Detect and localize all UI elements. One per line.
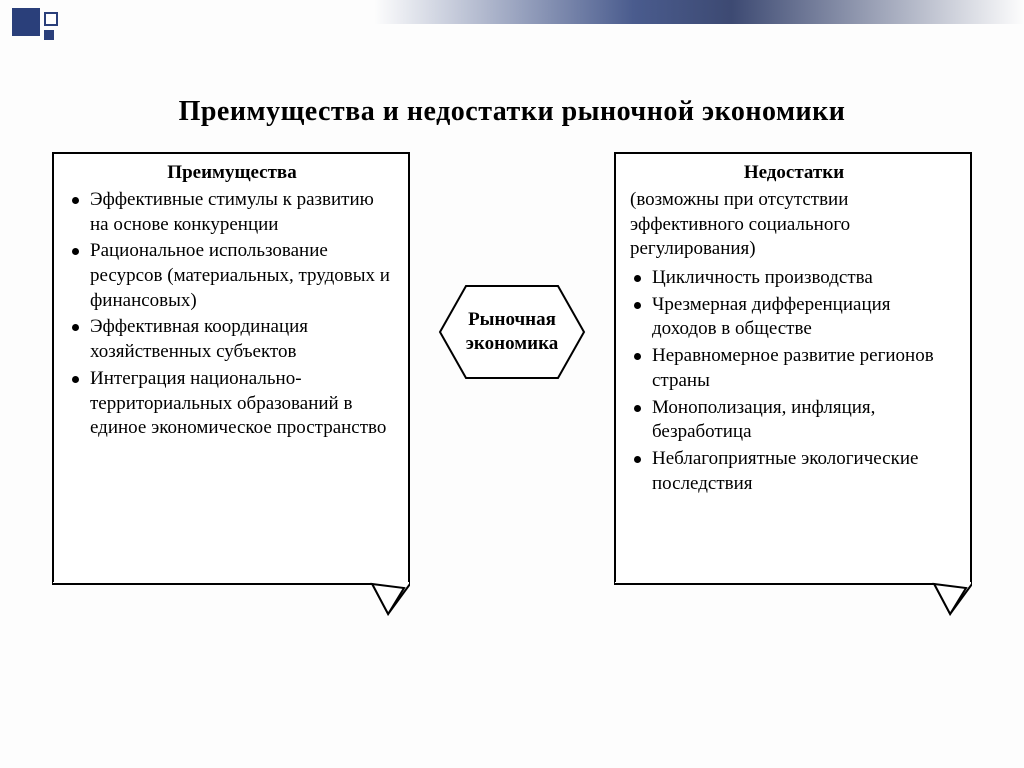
list-item: Неблагоприятные экологи­ческие последств… — [634, 447, 958, 496]
advantages-heading: Преимущества — [68, 162, 396, 184]
list-item: Монополизация, инфляция, безработица — [634, 396, 958, 445]
page-curl-icon — [52, 582, 410, 616]
list-item: Чрезмерная дифференциа­ция доходов в общ… — [634, 293, 958, 342]
disadvantages-box: Недостатки (возможны при отсутствии эффе… — [614, 152, 972, 582]
disadvantages-heading: Недостатки — [630, 162, 958, 184]
list-item: Интеграция национально-территориальных о… — [72, 367, 396, 441]
diagram-area: Преимущества Эффективные стимулы к разви… — [0, 152, 1024, 768]
disadvantages-list: Цикличность производства Чрезмерная дифф… — [630, 266, 958, 496]
advantages-box: Преимущества Эффективные стимулы к разви… — [52, 152, 410, 582]
square-decor-icon — [12, 8, 40, 36]
central-hexagon: Рыночнаяэкономика — [438, 284, 586, 380]
page-title: Преимущества и недостатки рыночной эконо… — [0, 96, 1024, 128]
header-gradient — [374, 0, 1024, 24]
decorative-header — [0, 0, 1024, 44]
list-item: Неравномерное развитие регионов страны — [634, 344, 958, 393]
list-item: Рациональное использование ресурсов (мат… — [72, 239, 396, 313]
list-item: Эффективные стимулы к развитию на основе… — [72, 188, 396, 237]
square-outline-icon — [44, 12, 58, 26]
list-item: Эффективная координация хозяйственных су… — [72, 315, 396, 364]
disadvantages-subhead: (возможны при отсутствии эффективного со… — [630, 188, 958, 262]
advantages-list: Эффективные стимулы к развитию на основе… — [68, 188, 396, 441]
square-small-icon — [44, 30, 54, 40]
hexagon-label: Рыночнаяэкономика — [460, 308, 565, 356]
page-curl-icon — [614, 582, 972, 616]
list-item: Цикличность производства — [634, 266, 958, 291]
